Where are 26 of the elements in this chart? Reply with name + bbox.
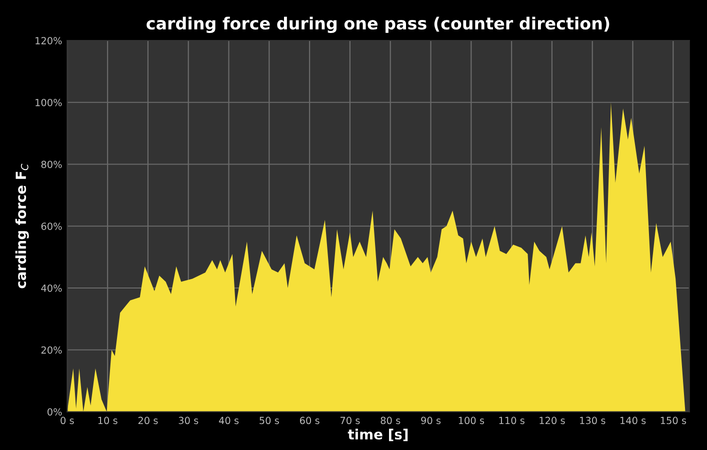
x-tick-label: 110 s [499, 416, 524, 424]
y-tick-label: 100% [36, 98, 62, 106]
chart-title: carding force during one pass (counter direction) [146, 16, 610, 33]
x-tick-label: 70 s [340, 416, 360, 424]
x-tick-label: 80 s [380, 416, 400, 424]
y-tick-label: 40% [41, 284, 62, 292]
y-tick-label: 20% [41, 346, 62, 354]
y-tick-label: 0% [48, 408, 62, 416]
y-axis-title: carding force F$_{C}$ [15, 164, 29, 288]
x-tick-label: 130 s [580, 416, 606, 424]
x-tick-label: 60 s [300, 416, 320, 424]
x-tick-label: 0 s [60, 416, 74, 424]
x-tick-label: 30 s [178, 416, 198, 424]
x-tick-label: 120 s [540, 416, 565, 424]
y-tick-label: 60% [41, 222, 62, 230]
x-tick-label: 50 s [260, 416, 279, 424]
x-tick-label: 150 s [660, 416, 686, 424]
y-tick-label: 80% [41, 160, 62, 168]
x-tick-label: 140 s [620, 416, 646, 424]
x-tick-label: 90 s [421, 416, 441, 424]
y-tick-label: 120% [36, 36, 62, 44]
x-tick-label: 100 s [458, 416, 484, 424]
x-tick-label: 40 s [218, 416, 239, 424]
x-axis-title: time [s] [348, 428, 408, 442]
x-tick-label: 20 s [138, 416, 158, 424]
x-tick-label: 10 s [98, 416, 118, 424]
